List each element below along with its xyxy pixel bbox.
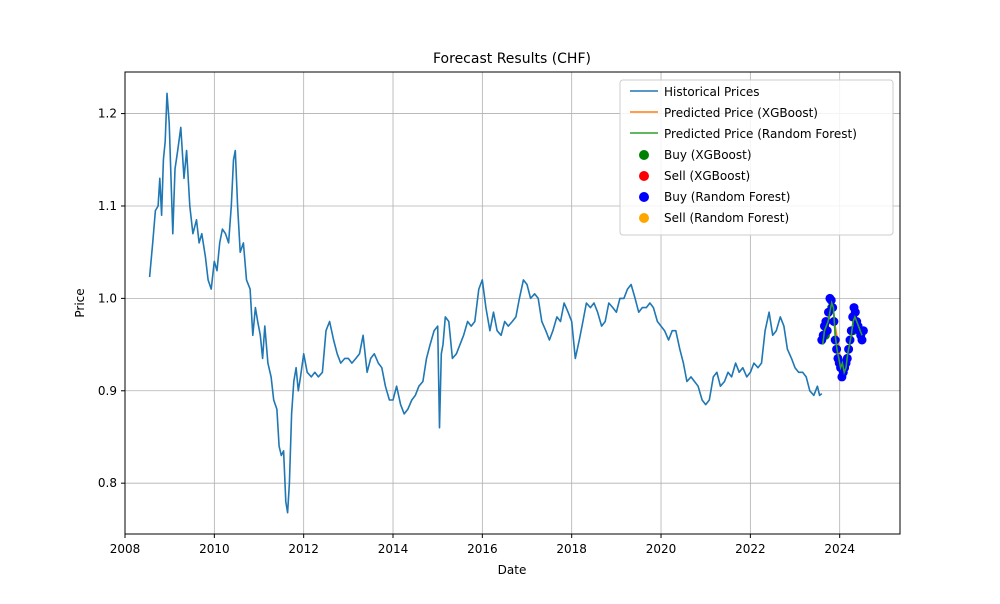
y-tick-label: 1.2 (98, 107, 117, 121)
y-tick-label: 1.1 (98, 199, 117, 213)
x-tick-label: 2024 (824, 542, 855, 556)
plot-area-frame (124, 71, 901, 535)
x-tick-label: 2022 (735, 542, 766, 556)
x-tick-label: 2008 (110, 542, 141, 556)
legend-marker-swatch (639, 213, 649, 223)
marker-buy-random-forest (850, 307, 860, 317)
x-tick-label: 2016 (467, 542, 498, 556)
legend-label: Sell (XGBoost) (664, 169, 750, 183)
y-tick-label: 1.0 (98, 291, 117, 305)
signal-markers (817, 293, 868, 382)
x-axis-label: Date (498, 563, 527, 577)
y-axis-label: Price (73, 288, 87, 317)
legend-label: Buy (Random Forest) (664, 190, 790, 204)
chart-title: Forecast Results (CHF) (433, 51, 591, 67)
y-tick-label: 0.9 (98, 384, 117, 398)
legend-label: Predicted Price (XGBoost) (664, 106, 818, 120)
legend-box (619, 79, 894, 236)
axis-ticks: 2008 2010 2012 2014 2016 2018 2020 2022 2024 0.8 0… (98, 107, 855, 556)
marker-buy-random-forest (857, 335, 867, 345)
legend: Historical Prices Predicted Price (XGBoos… (619, 79, 894, 236)
legend-marker-swatch (639, 171, 649, 181)
y-tick-label: 0.8 (98, 476, 117, 490)
legend-marker-swatch (639, 192, 649, 202)
marker-buy-random-forest (826, 295, 836, 305)
x-tick-label: 2018 (556, 542, 587, 556)
series-line-historical-prices (148, 92, 823, 514)
legend-label: Historical Prices (664, 85, 760, 99)
legend-label: Sell (Random Forest) (664, 211, 789, 225)
legend-marker-swatch (639, 150, 649, 160)
series-line-overlay-predicted-price-random-forest (821, 300, 863, 376)
x-tick-label: 2012 (288, 542, 319, 556)
x-tick-label: 2014 (378, 542, 409, 556)
x-tick-label: 2010 (199, 542, 230, 556)
legend-label: Predicted Price (Random Forest) (664, 127, 857, 141)
legend-label: Buy (XGBoost) (664, 148, 752, 162)
x-tick-label: 2020 (646, 542, 677, 556)
